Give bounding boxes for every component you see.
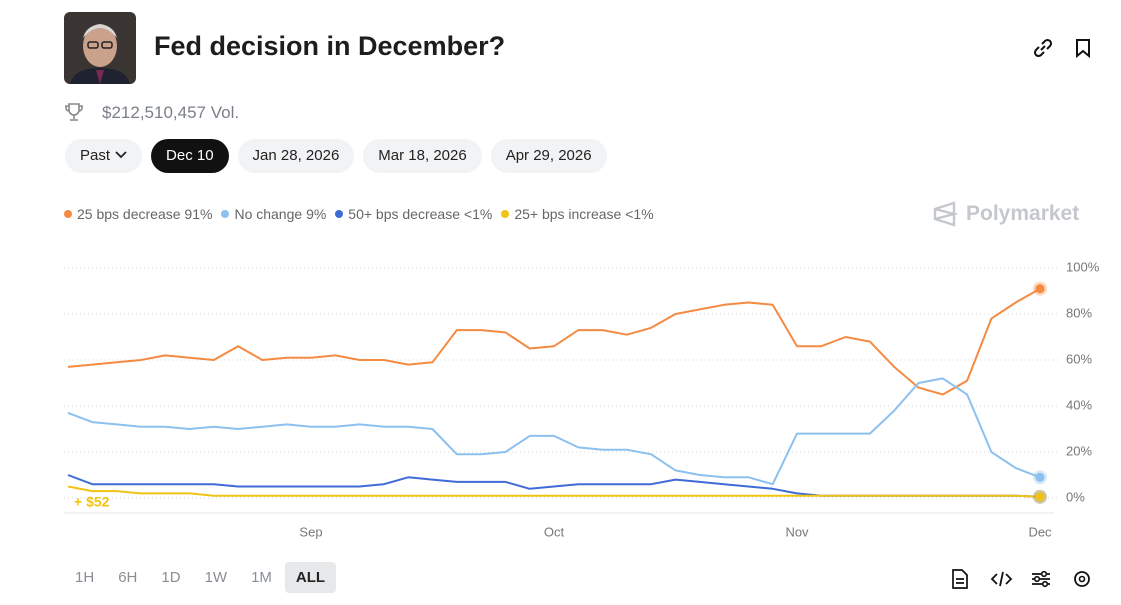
legend-item: 25 bps decrease 91% (64, 206, 212, 222)
volume: $212,510,457 Vol. (102, 103, 240, 122)
legend-name: No change (234, 206, 303, 222)
legend-dot (501, 210, 510, 218)
date-tab[interactable]: Apr 29, 2026 (490, 139, 607, 173)
brand-name: Polymarket (966, 202, 1080, 225)
date-tab[interactable]: Mar 18, 2026 (363, 139, 482, 173)
endpoint (1035, 472, 1045, 482)
document-button[interactable] (952, 569, 968, 589)
legend-value: <1% (625, 206, 654, 222)
market-title: Fed decision in December? (154, 31, 506, 61)
annotation: + $52 (74, 494, 110, 510)
y-tick-label: 40% (1066, 397, 1092, 412)
chart-tools (952, 569, 1090, 589)
date-tab[interactable]: Past (65, 139, 143, 173)
legend-dot (221, 210, 230, 218)
brand-logo: Polymarket (932, 201, 1079, 227)
series-line (67, 485, 1041, 498)
bookmark-button[interactable] (1073, 37, 1093, 59)
y-tick-label: 80% (1066, 305, 1092, 320)
time-range[interactable]: 1D (161, 569, 181, 586)
endpoint (1035, 492, 1045, 502)
endpoint (1035, 284, 1045, 294)
legend-name: 50+ bps decrease (348, 206, 460, 222)
series-line (67, 474, 1041, 498)
legend-value: <1% (463, 206, 493, 222)
legend: 25 bps decrease 91% No change 9% 50+ bps d… (64, 206, 654, 222)
y-tick-label: 20% (1066, 443, 1092, 458)
legend-name: 25 bps decrease (77, 206, 181, 222)
embed-button[interactable] (990, 571, 1013, 587)
series-line (67, 287, 1041, 396)
y-tick-label: 60% (1066, 351, 1092, 366)
y-tick-label: 0% (1066, 489, 1085, 504)
series-line (67, 377, 1041, 486)
brand-icon (933, 201, 958, 227)
date-tab[interactable]: Jan 28, 2026 (237, 139, 355, 173)
x-tick-label: Oct (544, 524, 565, 539)
legend-item: 50+ bps decrease <1% (335, 206, 492, 222)
legend-name: 25+ bps increase (514, 206, 622, 222)
x-tick-label: Nov (785, 524, 809, 539)
time-range[interactable]: 1M (251, 569, 272, 586)
chart: 0% 20% 40% 60% 80% 100% Sep Oct Nov Dec + $52 (64, 259, 1100, 539)
date-tab[interactable]: Dec 10 (151, 139, 229, 173)
time-range[interactable]: 1H (75, 569, 95, 586)
legend-dot (64, 210, 72, 218)
y-tick-label: 100% (1066, 259, 1100, 274)
time-range[interactable]: 1W (204, 569, 228, 586)
time-range[interactable]: ALL (284, 562, 337, 593)
x-tick-label: Sep (299, 524, 322, 539)
legend-value: 9% (306, 206, 327, 222)
legend-value: 91% (184, 206, 213, 222)
date-tabs: Past Dec 10 Jan 28, 2026 Mar 18, 2026 Apr 29… (65, 139, 607, 173)
link-button[interactable] (1032, 37, 1054, 59)
market-image (64, 12, 136, 84)
time-range[interactable]: 6H (118, 569, 138, 586)
legend-item: No change 9% (221, 206, 326, 222)
legend-item: 25+ bps increase <1% (501, 206, 654, 222)
portrait (64, 12, 136, 84)
trophy-icon (65, 103, 83, 121)
legend-dot (335, 210, 344, 218)
filter-button[interactable] (1032, 570, 1050, 588)
chevron (115, 151, 127, 159)
settings-button[interactable] (1074, 571, 1090, 587)
time-ranges: 1H 6H 1D 1W 1M ALL (64, 562, 337, 593)
x-tick-label: Dec (1028, 524, 1052, 539)
